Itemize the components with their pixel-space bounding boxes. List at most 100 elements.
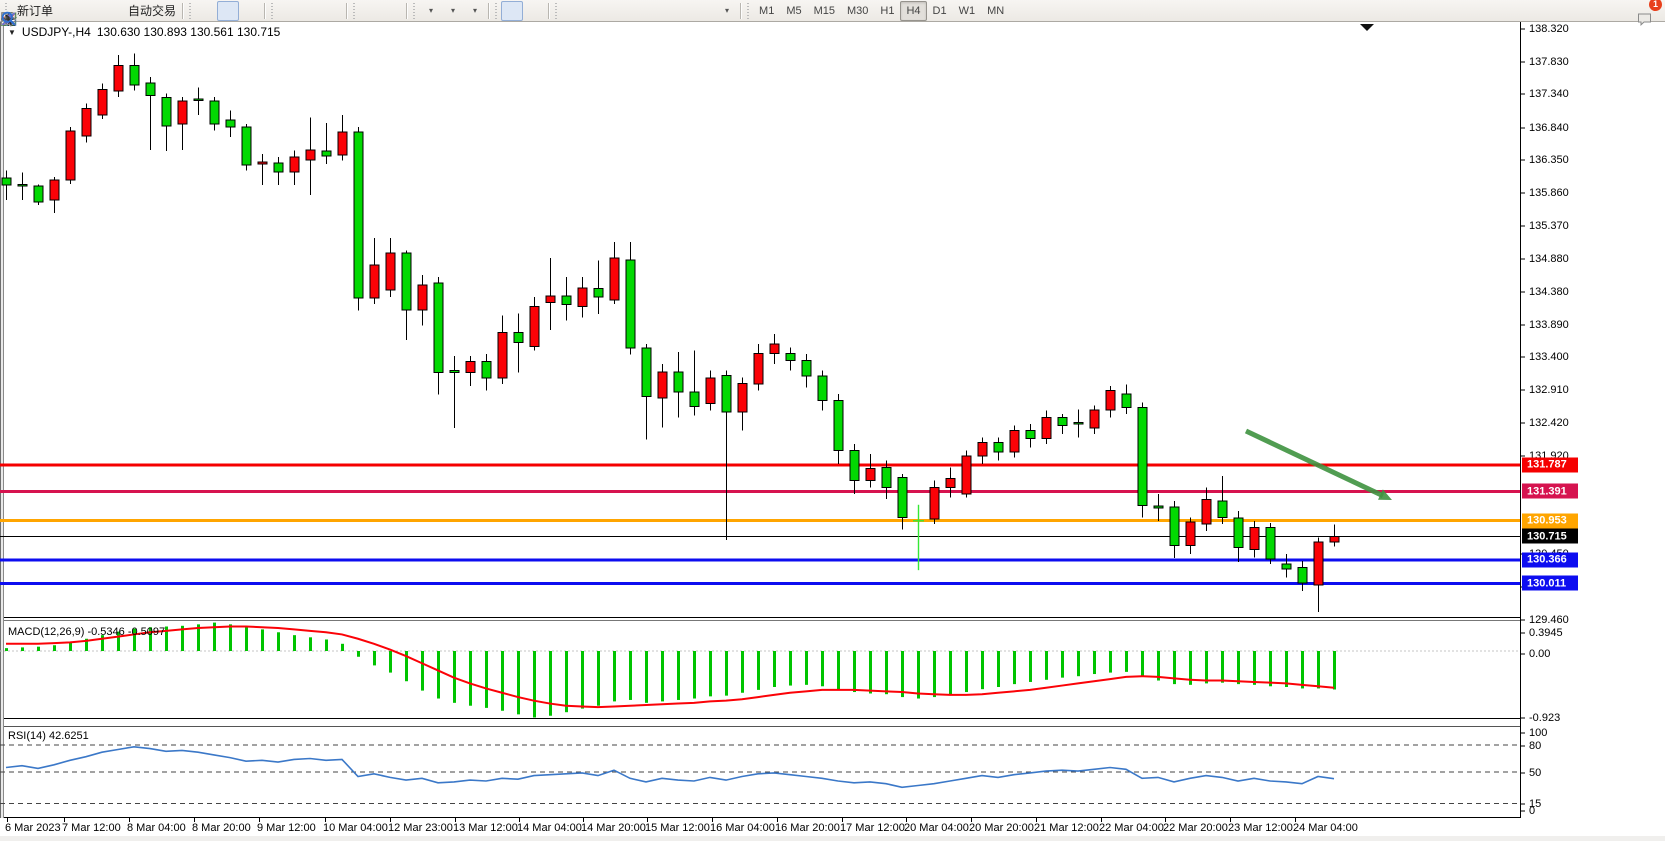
toolbar-grip[interactable]	[412, 2, 418, 19]
templates-button[interactable]: ▾	[1, 1, 485, 25]
price-tick	[1520, 225, 1525, 227]
candle-body	[33, 185, 44, 203]
timeframe-m30[interactable]: M30	[841, 1, 874, 21]
candles-chart-button[interactable]	[2, 0, 240, 26]
toolbar-grip[interactable]	[188, 2, 194, 19]
autotrading-button[interactable]: 自动交易	[1, 1, 179, 26]
chevron-down-icon[interactable]: ▾	[429, 6, 434, 15]
chart-shift-button[interactable]	[2, 1, 403, 25]
time-tick	[7, 818, 8, 822]
time-label: 8 Mar 20:00	[192, 822, 251, 834]
macd-tick-label: -0.923	[1529, 712, 1561, 724]
channel-button[interactable]: E	[1, 1, 649, 27]
periods-button[interactable]: ▾	[1, 1, 463, 26]
chat-badge: 1	[1649, 0, 1662, 11]
trendline-button[interactable]	[2, 1, 627, 25]
candle-body	[657, 371, 668, 399]
time-tick	[325, 818, 326, 822]
candle-body	[97, 89, 108, 116]
candle-body	[769, 343, 780, 354]
macd-rsi-separator[interactable]	[4, 718, 1520, 719]
search-button[interactable]	[1, 1, 1635, 25]
text-button[interactable]: A	[4, 1, 693, 26]
macd-panel-canvas[interactable]	[0, 621, 1520, 718]
zoom-out-button[interactable]	[2, 1, 321, 25]
trend-arrow-annotation[interactable]	[1244, 428, 1385, 498]
vertical-line-button[interactable]	[7, 1, 583, 26]
timeframe-mn[interactable]: MN	[981, 1, 1010, 21]
timeframe-m15[interactable]: M15	[808, 1, 841, 21]
trend-arrow-head	[1378, 489, 1392, 500]
rsi-panel-canvas[interactable]	[0, 727, 1520, 817]
timeframe-w1[interactable]: W1	[953, 1, 982, 21]
timeframe-h1[interactable]: H1	[874, 1, 900, 21]
cursor-button[interactable]	[4, 0, 524, 26]
toolbar-grip[interactable]	[746, 2, 752, 19]
chevron-down-icon[interactable]: ▾	[725, 6, 730, 15]
toolbar-grip[interactable]	[554, 2, 560, 19]
toolbar-grip[interactable]	[494, 2, 500, 19]
tile-windows-button[interactable]	[1, 1, 343, 26]
auto-scroll-button[interactable]	[2, 1, 381, 25]
time-tick	[390, 818, 391, 822]
time-label: 14 Mar 20:00	[581, 822, 646, 834]
time-tick	[777, 818, 778, 822]
price-level-badge: 131.787	[1522, 457, 1578, 473]
candle-body	[865, 468, 876, 482]
timeframe-m1-label: M1	[759, 4, 775, 17]
new-order-button[interactable]: 新订单	[1, 1, 56, 25]
candle-body	[1249, 526, 1260, 550]
text-label-button[interactable]: T	[1, 1, 715, 26]
toolbar-grip[interactable]	[270, 2, 276, 19]
main-chart-canvas[interactable]	[0, 22, 1520, 618]
chart-menu-icon[interactable]: ▼	[8, 27, 16, 37]
arrows-button[interactable]: ▾	[1, 1, 737, 26]
candle-body	[1057, 416, 1068, 426]
chart-shift-marker-icon[interactable]	[1360, 24, 1374, 31]
line-chart-button[interactable]	[0, 1, 261, 24]
timeframe-m5[interactable]: M5	[780, 1, 807, 21]
toolbar-grip[interactable]	[352, 2, 358, 19]
time-tick	[1036, 818, 1037, 822]
candle-body	[993, 442, 1004, 453]
bars-chart-button[interactable]	[2, 1, 217, 24]
fibonacci-button[interactable]: F	[1, 1, 671, 27]
toolbar-grip[interactable]	[4, 2, 9, 19]
candle-body	[1105, 390, 1116, 411]
rsi-indicator-label: RSI(14) 42.6251	[8, 730, 89, 742]
time-tick	[1165, 818, 1166, 822]
candle-body	[321, 150, 332, 157]
zoom-in-button[interactable]	[2, 1, 299, 25]
crosshair-button[interactable]	[2, 1, 545, 25]
new-order-button-label: 新订单	[17, 4, 54, 18]
indicators-button[interactable]: ▾	[1, 1, 441, 26]
community-button[interactable]	[2, 1, 100, 25]
time-label: 12 Mar 23:00	[388, 822, 453, 834]
chevron-down-icon[interactable]: ▾	[473, 6, 478, 15]
price-tick	[1520, 324, 1525, 326]
rsi-tick-label: 100	[1529, 727, 1548, 739]
metaeditor-button[interactable]	[2, 1, 78, 25]
time-label: 24 Mar 04:00	[1293, 822, 1358, 834]
horizontal-line-button[interactable]	[1, 1, 605, 21]
timeframe-h4[interactable]: H4	[900, 0, 927, 21]
price-tick-label: 132.420	[1529, 416, 1569, 429]
signals-button[interactable]	[1, 1, 122, 26]
candle-body	[337, 131, 348, 156]
main-macd-separator[interactable]	[4, 617, 1520, 618]
price-tick	[1520, 258, 1525, 260]
price-tick-label: 132.910	[1529, 383, 1569, 396]
chat-button[interactable]: 1	[1635, 0, 1662, 26]
candle-body	[1009, 430, 1020, 453]
time-tick	[519, 818, 520, 822]
price-axis[interactable]: 138.320 137.830 137.340 136.840 136.350 135.8…	[1520, 22, 1665, 818]
price-tick-label: 134.380	[1529, 285, 1569, 298]
timeframe-d1[interactable]: D1	[927, 1, 953, 21]
timeframe-m1[interactable]: M1	[753, 1, 780, 21]
time-axis[interactable]: 6 Mar 2023 7 Mar 12:00 8 Mar 04:00 8 Mar 20…	[0, 818, 1665, 836]
chevron-down-icon[interactable]: ▾	[451, 6, 456, 15]
timeframe-d1-label: D1	[932, 4, 947, 17]
candle-body	[289, 156, 300, 173]
candle-body	[1025, 430, 1036, 440]
